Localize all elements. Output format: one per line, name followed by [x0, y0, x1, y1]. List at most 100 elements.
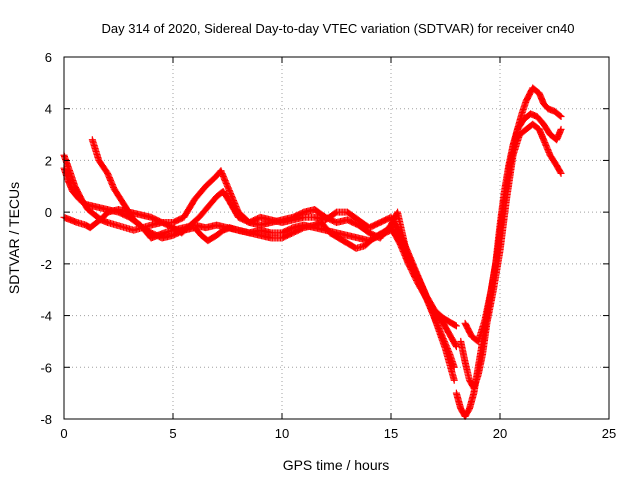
data-point-marker — [180, 197, 198, 221]
data-point-marker — [191, 224, 204, 238]
data-point-marker — [465, 391, 477, 413]
data-point-marker — [452, 322, 460, 330]
x-axis-label: GPS time / hours — [283, 457, 390, 473]
data-point-marker — [169, 214, 187, 226]
data-point-marker — [529, 84, 542, 96]
y-tick-label: -6 — [40, 360, 52, 375]
data-point-marker — [387, 213, 403, 236]
data-point-marker — [474, 318, 488, 345]
data-point-marker — [158, 218, 176, 231]
data-point-marker — [138, 224, 154, 236]
data-point-marker — [404, 250, 421, 277]
data-point-marker — [289, 224, 306, 237]
data-point-marker — [335, 234, 350, 246]
data-point-marker — [422, 291, 438, 313]
y-tick-label: 0 — [45, 205, 52, 220]
data-point-marker — [147, 213, 165, 226]
data-point-marker — [507, 127, 521, 164]
data-point-marker — [439, 319, 455, 342]
data-point-marker — [487, 248, 502, 294]
y-tick-label: 6 — [45, 50, 52, 65]
data-point-marker — [479, 321, 491, 358]
data-point-marker — [450, 376, 458, 384]
data-point-marker — [99, 209, 111, 221]
y-tick-label: -8 — [40, 412, 52, 427]
data-point-marker — [540, 100, 551, 112]
data-point-marker — [191, 183, 209, 203]
data-point-marker — [186, 214, 202, 229]
data-point-marker — [204, 232, 219, 245]
data-point-marker — [84, 206, 97, 218]
x-tick-label: 15 — [384, 426, 398, 441]
data-point-marker — [71, 182, 85, 202]
data-point-marker — [413, 270, 429, 298]
data-point-marker — [213, 227, 226, 239]
data-point-marker — [278, 229, 296, 242]
data-point-marker — [557, 169, 565, 177]
series-track-b — [60, 151, 458, 371]
axis-ticks: 0 5 10 15 20 25 -8 -6 -4 -2 0 2 4 6 — [40, 50, 616, 441]
y-tick-label: 4 — [45, 102, 52, 117]
data-point-marker — [474, 352, 486, 379]
data-point-marker — [448, 319, 459, 329]
y-axis-label: SDTVAR / TECUs — [6, 182, 22, 294]
y-tick-label: -4 — [40, 309, 52, 324]
chart-title: Day 314 of 2020, Sidereal Day-to-day VTE… — [101, 21, 574, 36]
data-point-marker — [557, 125, 565, 133]
data-point-marker — [404, 260, 420, 285]
data-point-marker — [93, 214, 106, 226]
data-point-marker — [457, 337, 469, 365]
data-point-marker — [343, 208, 361, 223]
data-point-marker — [226, 198, 242, 220]
data-point-marker — [88, 136, 102, 163]
data-point-marker — [513, 116, 527, 133]
series-track-g — [461, 110, 565, 345]
data-point-marker — [533, 112, 547, 127]
data-point-marker — [553, 162, 564, 176]
data-point-marker — [500, 158, 515, 203]
data-point-marker — [435, 325, 453, 357]
data-point-marker — [219, 187, 233, 205]
data-point-marker — [77, 195, 91, 212]
data-point-marker — [326, 229, 341, 241]
data-point-marker — [361, 235, 376, 250]
data-point-marker — [522, 85, 536, 105]
data-point-marker — [365, 219, 383, 232]
y-tick-label: 2 — [45, 153, 52, 168]
data-point-marker — [204, 194, 220, 211]
data-point-marker — [130, 216, 145, 231]
x-tick-label: 5 — [169, 426, 176, 441]
plot-frame — [63, 56, 610, 420]
data-point-marker — [540, 136, 554, 158]
data-point-marker — [461, 358, 473, 383]
data-point-marker — [178, 222, 193, 237]
data-point-marker — [450, 363, 458, 371]
data-point-marker — [387, 224, 403, 246]
data-point-marker — [110, 185, 124, 202]
data-point-marker — [86, 219, 100, 232]
x-tick-label: 25 — [602, 426, 616, 441]
series-track-d — [60, 187, 460, 351]
x-tick-label: 20 — [493, 426, 507, 441]
data-point-marker — [217, 167, 231, 189]
data-point-marker — [195, 204, 211, 221]
data-point-marker — [431, 306, 446, 326]
data-point-marker — [461, 319, 475, 339]
x-tick-label: 0 — [60, 426, 67, 441]
data-point-marker — [322, 209, 339, 224]
data-point-marker — [546, 151, 560, 168]
data-point-marker — [354, 221, 372, 236]
data-point-marker — [448, 335, 460, 349]
data-point-marker — [551, 107, 564, 120]
data-point-marker — [494, 197, 508, 255]
data-point-marker — [104, 169, 118, 191]
data-point-marker — [461, 406, 473, 420]
data-point-marker — [452, 343, 460, 351]
data-point-marker — [540, 120, 553, 137]
data-point-marker — [343, 216, 361, 228]
data-point-marker — [278, 224, 296, 237]
x-tick-label: 10 — [275, 426, 289, 441]
data-series — [60, 84, 565, 420]
